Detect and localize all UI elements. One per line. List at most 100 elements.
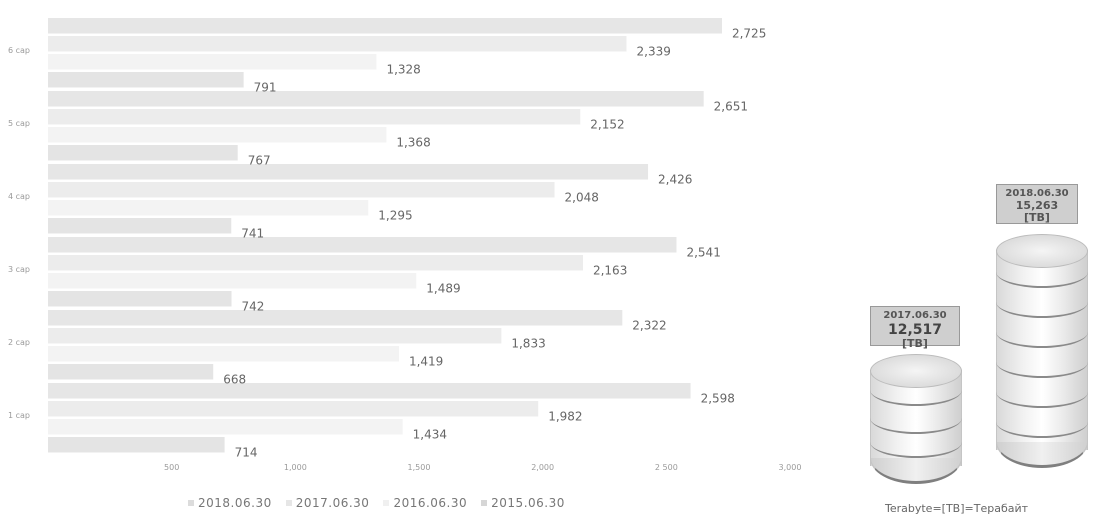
bar-value-label: 1,982: [548, 410, 582, 424]
bar: [48, 72, 244, 88]
bar-value-label: 2,725: [732, 27, 766, 41]
bar: [48, 18, 722, 34]
bar: [48, 91, 704, 107]
bar-value-label: 1,328: [386, 63, 420, 77]
legend-item-2017: 2017.06.30: [285, 496, 370, 510]
bar-value-label: 2,048: [565, 191, 599, 205]
capacity-unit-2018: [TB]: [1024, 211, 1050, 225]
capacity-value-2017: 12,517 [TB]: [875, 322, 955, 351]
legend-swatch-2015: [481, 500, 488, 506]
disk-ring: [996, 422, 1088, 438]
labels-layer: 6 cap 2,725 2,339 1,328 791 5 cap 2,651 2,152 1,…: [8, 27, 766, 460]
capacity-value-2018: 15,263 [TB]: [1001, 198, 1073, 225]
bar: [48, 145, 238, 161]
bars-layer: [48, 18, 722, 453]
disk-ring: [996, 332, 1088, 348]
capacity-box-2017: 2017.06.30 12,517 [TB]: [870, 306, 960, 349]
x-tick-label: 3,000: [779, 463, 802, 472]
disk-ring: [996, 392, 1088, 408]
category-label: 5 cap: [8, 119, 30, 128]
bar-value-label: 2,426: [658, 173, 692, 187]
chart-legend: 2018.06.30 2017.06.30 2016.06.30 2015.06…: [188, 496, 565, 510]
x-tick-label: 2 500: [655, 463, 678, 472]
category-label: 2 cap: [8, 338, 30, 347]
bar-value-label: 2,651: [714, 100, 748, 114]
bar: [48, 237, 677, 253]
bar-value-label: 668: [223, 373, 246, 387]
legend-swatch-2016: [383, 500, 390, 506]
bar-value-label: 741: [241, 227, 264, 241]
bar-value-label: 767: [248, 154, 271, 168]
bar: [48, 36, 627, 52]
capacity-number-2018: 15,263: [1015, 198, 1059, 212]
capacity-date-2017: 2017.06.30: [883, 310, 947, 321]
category-label: 4 cap: [8, 192, 30, 201]
disk-ring: [870, 442, 962, 458]
bar-value-label: 1,489: [426, 282, 460, 296]
bar: [48, 401, 539, 417]
disk-ring: [870, 418, 962, 434]
bar: [48, 109, 581, 125]
bar: [48, 291, 232, 307]
terabyte-footnote: Terabyte=[TB]=Терабайт: [885, 502, 1029, 515]
x-axis: 500 1,000 1,500 2,000 2 500 3,000: [164, 463, 801, 472]
capacity-date-2018: 2018.06.30: [1005, 188, 1069, 199]
x-tick-label: 1,000: [284, 463, 307, 472]
bar: [48, 273, 417, 289]
capacity-box-2018: 2018.06.30 15,263 [TB]: [996, 184, 1078, 224]
legend-swatch-2017: [285, 500, 292, 506]
category-label: 6 cap: [8, 46, 30, 55]
bar: [48, 328, 502, 344]
disk-ring: [996, 362, 1088, 378]
bar: [48, 255, 583, 271]
legend-item-2018: 2018.06.30: [188, 496, 272, 510]
bar-value-label: 2,152: [590, 118, 624, 132]
bar-value-label: 1,419: [409, 355, 443, 369]
legend-label-2016: 2016.06.30: [393, 496, 468, 510]
legend-item-2015: 2015.06.30: [481, 496, 565, 510]
legend-label-2015: 2015.06.30: [491, 496, 565, 510]
disk-ring: [996, 272, 1088, 288]
bar: [48, 164, 649, 180]
bar: [48, 127, 387, 143]
x-tick-label: 500: [164, 463, 179, 472]
disk-bottom-2018: [996, 442, 1088, 468]
disk-top-2017: [870, 354, 962, 388]
bar-value-label: 791: [254, 81, 277, 95]
bar: [48, 310, 623, 326]
disk-bottom-2017: [870, 458, 962, 484]
bar-value-label: 1,833: [511, 337, 545, 351]
disk-top-2018: [996, 234, 1088, 268]
bar-value-label: 1,295: [378, 209, 412, 223]
legend-label-2017: 2017.06.30: [295, 496, 370, 510]
bar-value-label: 1,434: [413, 428, 447, 442]
capacity-unit-2017: [TB]: [902, 336, 928, 350]
legend-swatch-2018: [188, 500, 194, 506]
bar-value-label: 2,322: [632, 319, 666, 333]
disk-ring: [996, 302, 1088, 318]
bar: [48, 364, 214, 380]
bar: [48, 182, 555, 198]
disk-stack-2018-icon: [996, 234, 1088, 474]
disk-ring: [870, 390, 962, 406]
bar-value-label: 2,339: [637, 45, 671, 59]
bar-value-label: 2,541: [686, 246, 720, 260]
bar: [48, 218, 232, 234]
category-label: 1 cap: [8, 411, 30, 420]
capacity-number-2017: 12,517: [887, 321, 943, 338]
bar: [48, 419, 403, 435]
bar-value-label: 2,163: [593, 264, 627, 278]
bar: [48, 383, 691, 399]
disk-stack-2017-icon: [870, 354, 962, 486]
bar-value-label: 742: [242, 300, 265, 314]
bar: [48, 200, 369, 216]
legend-item-2016: 2016.06.30: [383, 496, 467, 510]
x-tick-label: 1,500: [408, 463, 431, 472]
bar: [48, 437, 225, 453]
bar-value-label: 1,368: [396, 136, 430, 150]
legend-label-2018: 2018.06.30: [198, 496, 272, 510]
x-tick-label: 2,000: [531, 463, 554, 472]
bar: [48, 346, 399, 362]
bar: [48, 54, 377, 70]
